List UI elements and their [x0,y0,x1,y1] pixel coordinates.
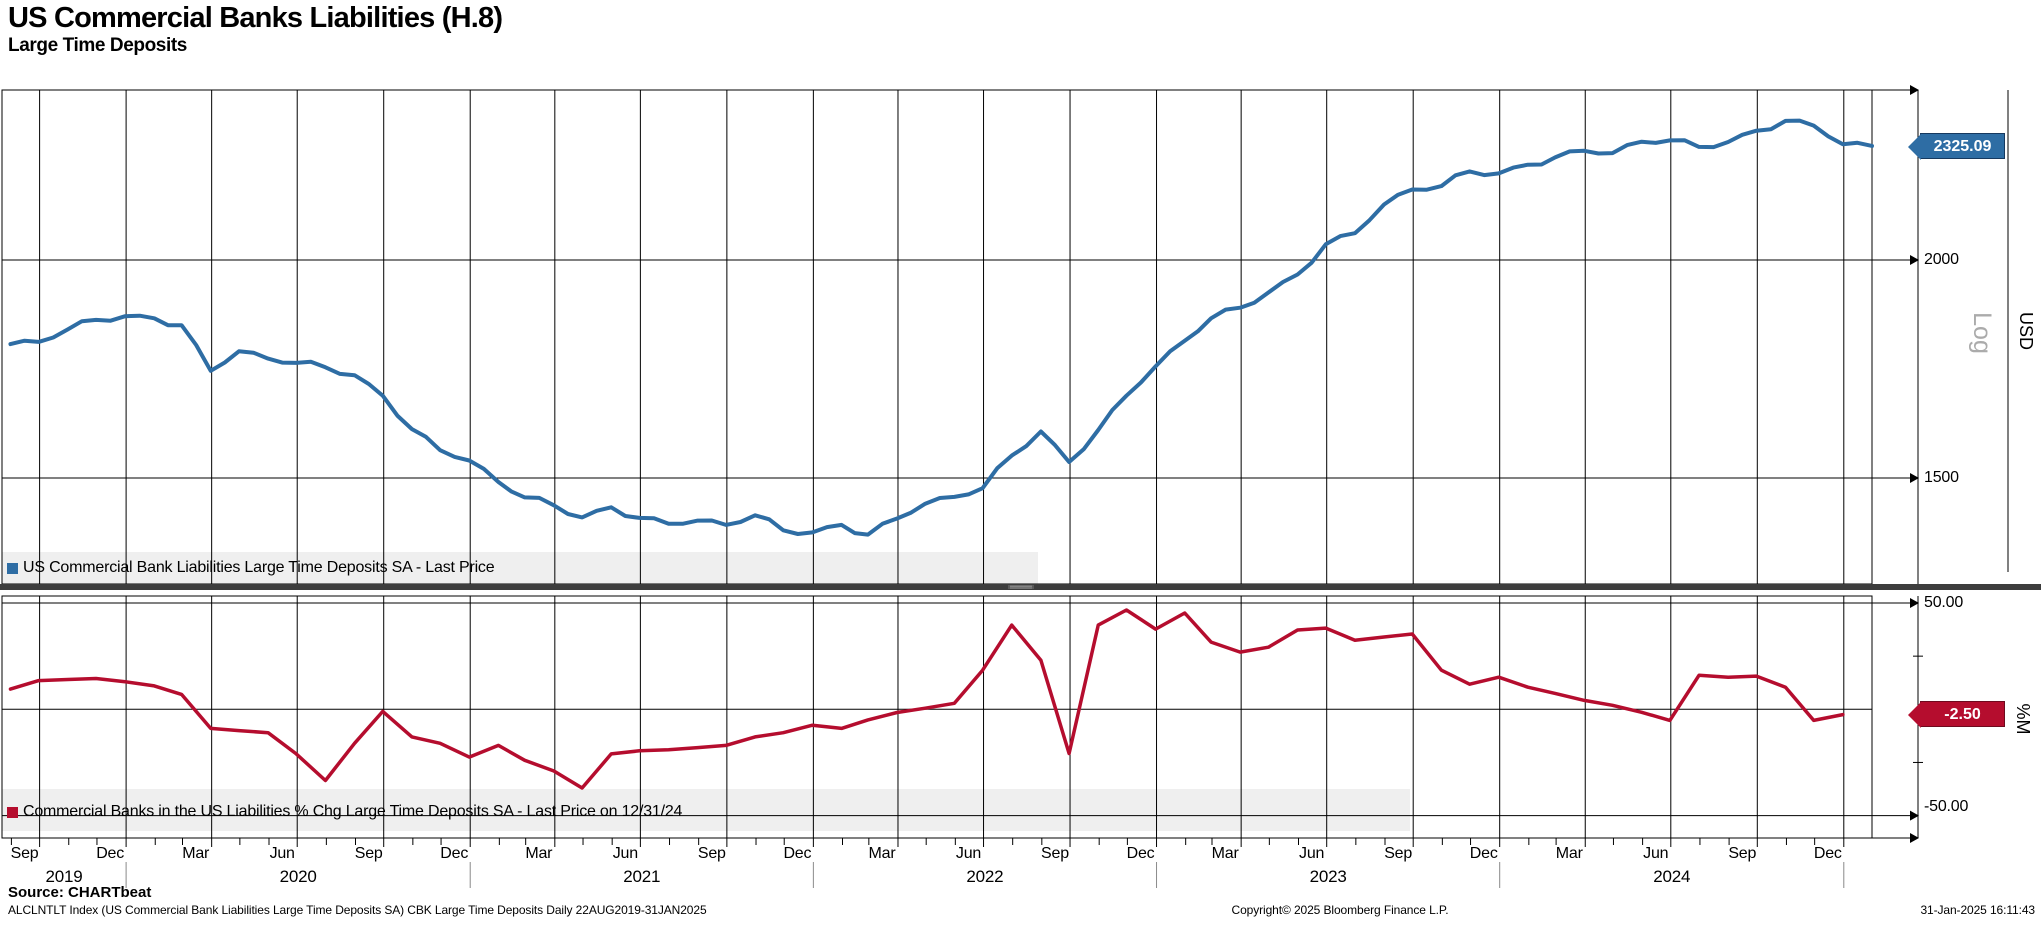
y-tick-arrow-arrowhead [1910,598,1919,608]
month-label: Jun [1299,845,1324,862]
last-price-tag-top: 2325.09 [1908,133,2005,160]
top-panel-legend: US Commercial Bank Liabilities Large Tim… [7,559,495,577]
month-label: Mar [1212,845,1240,862]
top-legend-label: US Commercial Bank Liabilities Large Tim… [23,559,495,576]
year-label: 2019 [46,867,83,886]
footer-timestamp: 31-Jan-2025 16:11:43 [1920,903,2035,917]
month-label: Jun [270,845,295,862]
year-label: 2023 [1310,867,1347,886]
top-legend-band [2,552,1038,584]
series-line-blue [8,118,1874,537]
y-tick-arrow-arrowhead [1910,810,1919,821]
x-axis-arrow-arrowhead [1910,833,1919,843]
footer-security-description: ALCLNTLT Index (US Commercial Bank Liabi… [8,903,707,917]
month-label: Dec [1470,845,1498,862]
last-price-tag-bottom: -2.50 [1908,701,2005,728]
usd-axis-label: USD [2016,311,2037,350]
month-label: Jun [613,845,638,862]
blue-series-marker-icon [7,562,18,574]
month-label: Dec [440,845,468,862]
top-panel-border [1,89,1873,585]
series-line-red [8,608,1845,790]
month-label: Dec [783,845,811,862]
y-tick-2000: 2000 [1924,251,1959,268]
bottom-legend-label: Commercial Banks in the US Liabilities %… [23,803,683,820]
month-label: Jun [956,845,981,862]
page-subtitle: Large Time Deposits [8,35,187,56]
y-tick-50: 50.00 [1924,594,1964,611]
bottom-legend-band [2,789,1410,831]
y-tick-1500: 1500 [1924,469,1959,486]
year-label: 2024 [1653,867,1690,886]
y-tick-arrow-arrowhead [1910,472,1919,483]
month-label: Dec [1814,845,1842,862]
month-label: Sep [355,845,383,862]
source-line: Source: CHARTbeat [8,884,152,901]
y-tick-arrow-arrowhead [1910,255,1919,265]
year-label: 2021 [623,867,660,886]
footer-copyright: Copyright© 2025 Bloomberg Finance L.P. [1231,903,1449,917]
page-title: US Commercial Banks Liabilities (H.8) [8,2,503,34]
month-label: Dec [1127,845,1155,862]
y-tick-minus-50: -50.00 [1924,798,1969,815]
red-series-marker-icon [7,806,18,818]
month-label: Mar [869,845,897,862]
divider-handle[interactable] [1008,585,1034,589]
top-axis-arrow-arrowhead [1910,85,1919,95]
month-label: Sep [1041,845,1069,862]
bottom-panel-border [1,595,1873,839]
month-label: Sep [11,845,39,862]
month-label: Jun [1643,845,1668,862]
month-label: Sep [1384,845,1412,862]
month-label: Sep [698,845,726,862]
year-label: 2020 [280,867,317,886]
month-label: Mar [1556,845,1584,862]
month-label: Mar [525,845,553,862]
year-label: 2022 [966,867,1003,886]
month-label: Mar [182,845,210,862]
month-label: Sep [1728,845,1756,862]
month-label: Dec [96,845,124,862]
bottom-panel-legend: Commercial Banks in the US Liabilities %… [7,803,682,821]
